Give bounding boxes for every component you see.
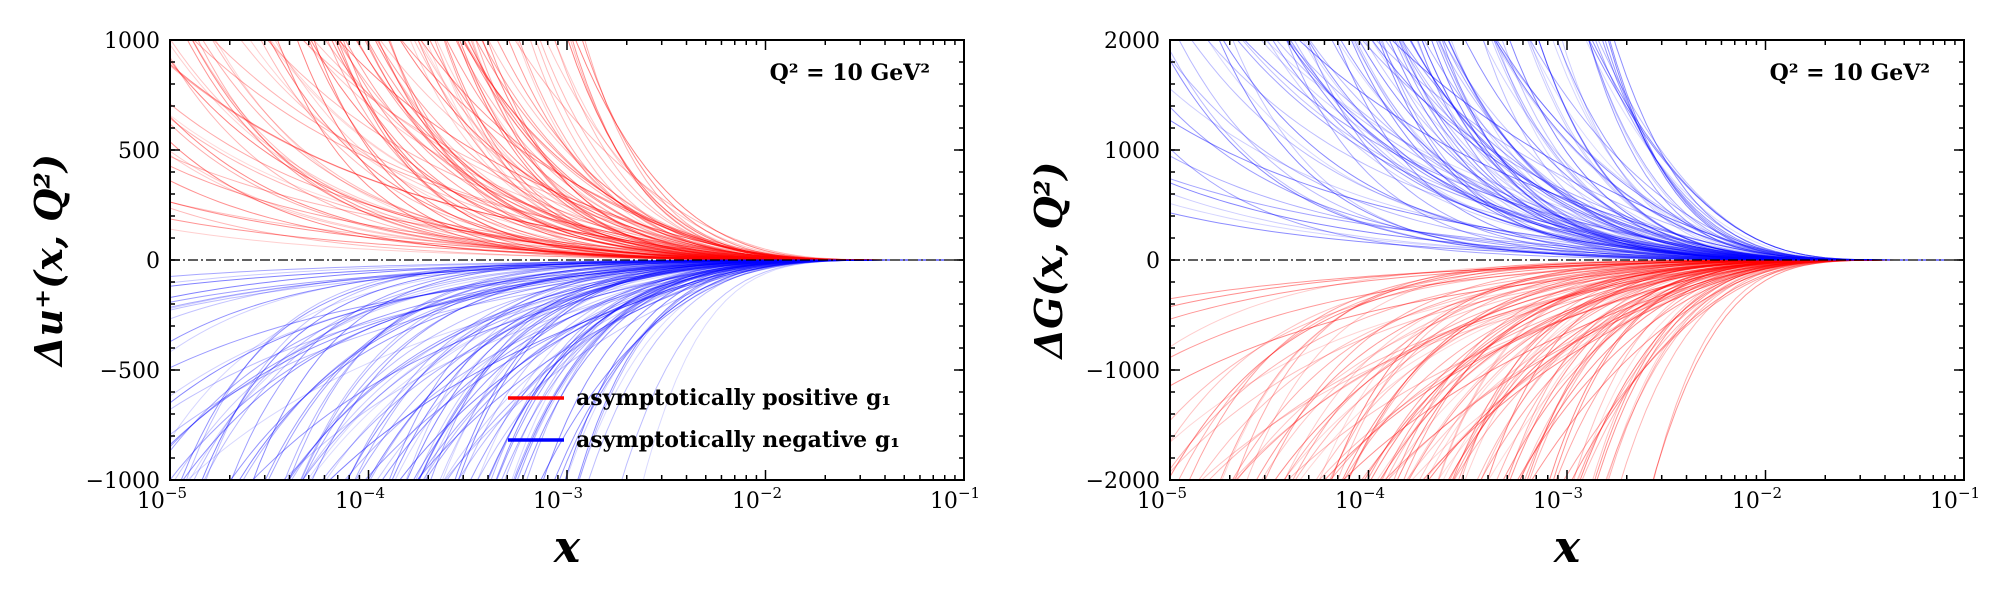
replica-curve (1652, 259, 1964, 480)
legend-label-negative: asymptotically negative g₁ (576, 427, 900, 453)
replica-curve (444, 259, 964, 480)
replica-curve (1594, 40, 1964, 261)
legend-label-positive: asymptotically positive g₁ (576, 385, 891, 411)
replica-curve (1601, 40, 1964, 261)
replica-curve (1361, 40, 1964, 261)
replica-curve (1531, 259, 1964, 480)
xtick-label: 10−3 (533, 484, 583, 514)
replica-curve (400, 40, 964, 261)
ytick-label: −2000 (1086, 469, 1160, 494)
replica-curve (1391, 40, 1964, 261)
q2-annotation-left: Q² = 10 GeV² (770, 60, 930, 86)
replica-curve (1529, 40, 1964, 261)
panel-left: 1000 500 0 −500 −1000 10−5 10−4 10−3 10−… (26, 29, 980, 573)
replica-curve (420, 40, 964, 261)
xtick-label: 10−5 (137, 484, 187, 514)
ytick-label: −1000 (1086, 359, 1160, 384)
ytick-label: 2000 (1104, 29, 1160, 54)
y-axis-label-right: ΔG(x, Q²) (1026, 162, 1071, 361)
replica-curve (575, 40, 964, 261)
replica-curve (1605, 259, 1964, 480)
replica-curve (1493, 40, 1964, 261)
replica-curve (302, 40, 964, 261)
replica-curve (540, 259, 964, 480)
replica-curve (337, 40, 964, 261)
xtick-label: 10−2 (1732, 484, 1782, 514)
y-axis-label-left: Δu⁺(x, Q²) (26, 154, 71, 368)
replica-curve (1427, 259, 1964, 480)
ytick-label: 1000 (104, 29, 160, 54)
xtick-label: 10−4 (1335, 484, 1385, 514)
ytick-label: −500 (100, 359, 160, 384)
replica-curve (1342, 259, 1964, 480)
replica-curve (1422, 259, 1964, 480)
replica-curve (1581, 259, 1964, 480)
xtick-label: 10−5 (1137, 484, 1187, 514)
xtick-label: 10−2 (732, 484, 782, 514)
legend: asymptotically positive g₁ asymptoticall… (508, 385, 900, 453)
replica-curve (621, 259, 964, 480)
xtick-label: 10−3 (1533, 484, 1583, 514)
ytick-label: 0 (1146, 249, 1160, 274)
q2-annotation-right: Q² = 10 GeV² (1770, 60, 1930, 86)
replica-curve (399, 259, 964, 480)
replica-curve (1653, 259, 1964, 480)
panel-right: 2000 1000 0 −1000 −2000 10−5 10−4 10−3 1… (1026, 29, 1980, 573)
replica-curve (1613, 40, 1964, 261)
replica-curve (1571, 259, 1964, 480)
replica-curve (1496, 40, 1964, 261)
replica-curve (514, 40, 964, 261)
x-axis-label-left: x (553, 522, 581, 573)
x-axis-label-right: x (1553, 522, 1581, 573)
ytick-label: 500 (118, 139, 160, 164)
ytick-label: −1000 (86, 469, 160, 494)
xtick-label: 10−1 (1930, 484, 1980, 514)
xtick-label: 10−4 (335, 484, 385, 514)
replica-curve (329, 259, 964, 480)
replica-curve (1588, 40, 1964, 261)
replica-curve (446, 259, 964, 480)
replica-curve (1384, 259, 1964, 480)
ytick-label: 1000 (1104, 139, 1160, 164)
ticks-left (169, 39, 965, 481)
ytick-label: 0 (146, 249, 160, 274)
replica-curve (1411, 259, 1964, 480)
replica-curve (1516, 259, 1964, 480)
xtick-label: 10−1 (930, 484, 980, 514)
replica-curve (1375, 40, 1964, 261)
replica-curve (416, 259, 964, 480)
replica-curve (1298, 40, 1964, 261)
ticks-right (1169, 39, 1965, 481)
replica-curve (1591, 40, 1964, 261)
replica-curve (642, 259, 964, 480)
replica-curve (364, 259, 964, 480)
